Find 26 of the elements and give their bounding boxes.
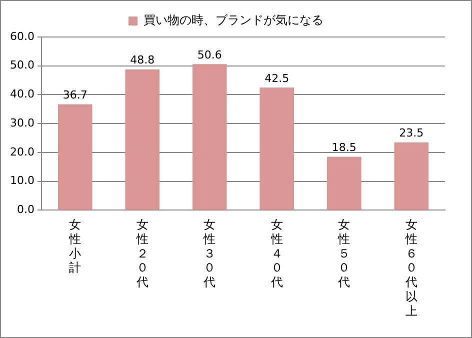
x-tick-label: 女性４０代 (270, 218, 283, 290)
x-tick-label: 女性３０代 (202, 218, 216, 290)
x-tick-label: 女性小計 (68, 218, 82, 275)
data-label: 36.7 (62, 88, 88, 102)
bar (260, 88, 294, 210)
x-tick-label: 女性５０代 (337, 218, 350, 290)
y-tick-label: 40.0 (10, 88, 34, 101)
y-tick-label: 30.0 (10, 116, 34, 130)
y-tick-label: 10.0 (10, 174, 34, 188)
bar (192, 64, 227, 210)
data-label: 48.8 (130, 54, 155, 67)
bar (58, 104, 92, 210)
legend-label: 買い物の時、ブランドが気になる (144, 13, 324, 28)
x-tick-label: 女性２０代 (135, 218, 148, 290)
data-label: 42.5 (264, 72, 290, 85)
data-label: 50.6 (197, 48, 222, 62)
y-tick-label: 60.0 (10, 30, 34, 43)
y-tick-label: 20.0 (10, 145, 34, 158)
data-label: 23.5 (399, 126, 424, 140)
bar (125, 69, 160, 210)
y-tick-label: 0.0 (16, 203, 34, 216)
data-label: 18.5 (332, 141, 356, 154)
bar (326, 156, 362, 210)
bar (394, 142, 429, 210)
y-tick-label: 50.0 (10, 58, 34, 72)
x-tick-label: 女性６０代以上 (404, 218, 418, 318)
